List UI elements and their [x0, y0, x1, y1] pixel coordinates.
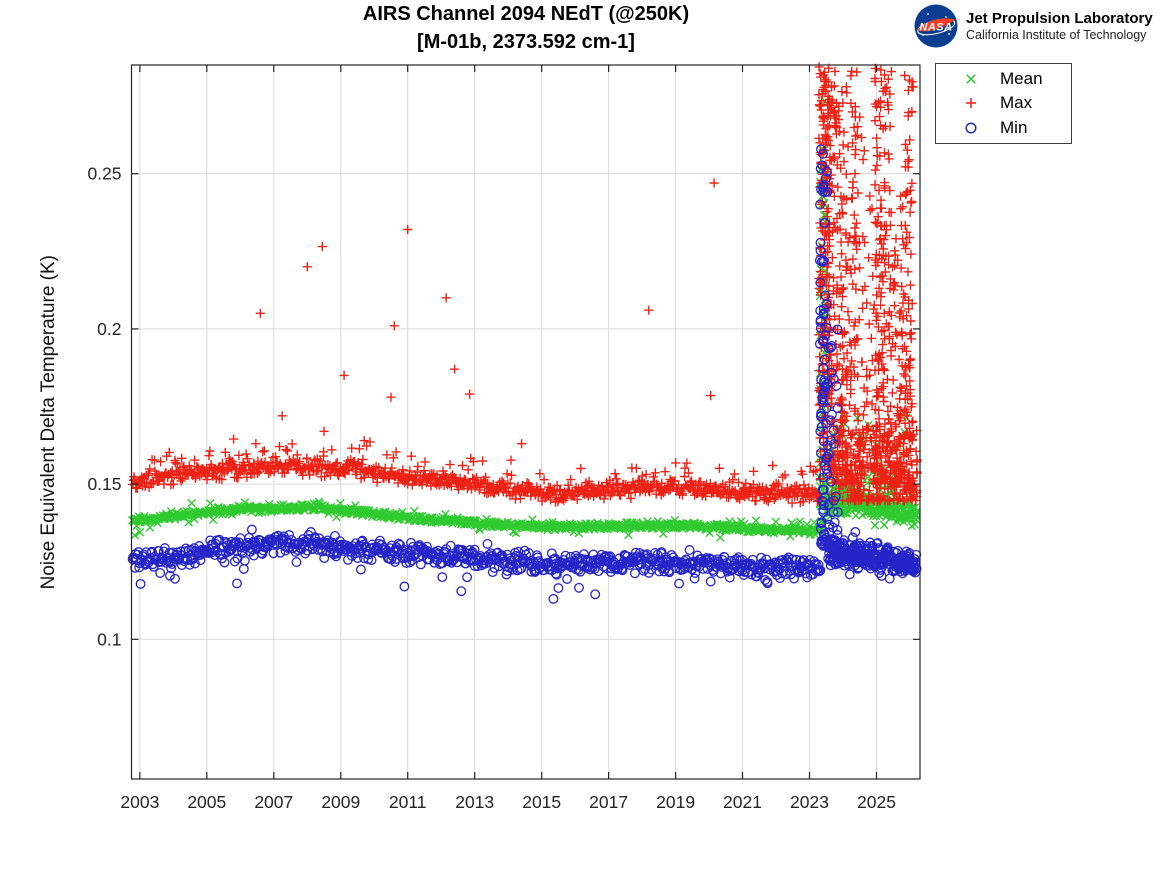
y-tick-label: 0.15: [87, 474, 121, 494]
legend-label: Max: [1000, 93, 1033, 113]
y-tick-label: 0.1: [97, 629, 121, 649]
y-tick-label: 0.2: [97, 319, 121, 339]
chart-title: AIRS Channel 2094 NEdT (@250K): [362, 3, 690, 25]
x-tick-label: 2017: [589, 792, 628, 812]
legend-label: Mean: [1000, 69, 1043, 89]
x-tick-label: 2021: [723, 792, 762, 812]
plot-frame: [130, 64, 921, 780]
jpl-logo: NASA Jet Propulsion Laboratory Californi…: [913, 3, 1153, 49]
svg-text:NASA: NASA: [919, 22, 952, 34]
x-tick-label: 2011: [389, 792, 427, 812]
x-tick-label: 2015: [522, 792, 561, 812]
chart-subtitle: [M-01b, 2373.592 cm-1]: [417, 31, 635, 53]
legend-mean-marker-icon: [966, 74, 976, 84]
x-tick-label: 2005: [187, 792, 226, 812]
jpl-text-block: Jet Propulsion Laboratory California Ins…: [966, 10, 1153, 43]
jpl-org-sub: California Institute of Technology: [966, 27, 1147, 42]
x-tick-label: 2013: [455, 792, 494, 812]
x-tick-label: 2023: [790, 792, 829, 812]
x-tick-label: 2025: [857, 792, 896, 812]
series-mean-markers: [128, 96, 921, 542]
legend-entry-max: Max: [936, 91, 1071, 115]
legend-min-marker-icon: [965, 122, 977, 134]
series-group: [127, 62, 922, 604]
legend-max-marker-icon: [966, 98, 976, 109]
jpl-org-name: Jet Propulsion Laboratory: [966, 9, 1153, 27]
legend-label: Min: [1000, 117, 1028, 137]
nasa-meatball-icon: NASA: [914, 4, 958, 48]
y-tick-label: 0.25: [87, 164, 121, 184]
x-tick-label: 2019: [656, 792, 695, 812]
legend-entry-min: Min: [936, 116, 1071, 140]
series-max-markers: [128, 62, 922, 508]
legend-entry-mean: Mean: [936, 67, 1071, 91]
x-tick-label: 2003: [120, 792, 159, 812]
x-tick-label: 2009: [321, 792, 360, 812]
x-tick-label: 2007: [254, 792, 293, 812]
series-min-markers: [127, 144, 922, 604]
legend: Mean Max Min: [935, 63, 1072, 144]
